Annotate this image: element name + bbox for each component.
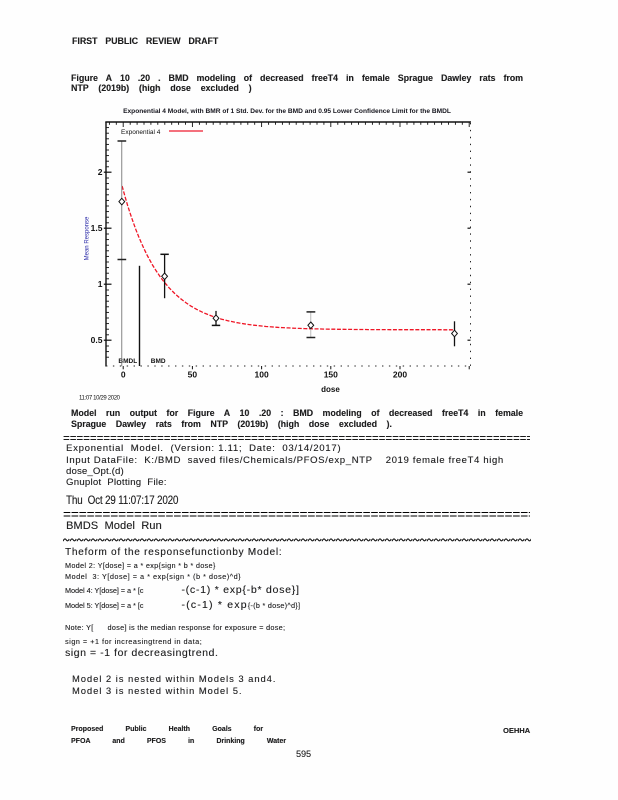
svg-text:Exponential 4 Model, with BMR: Exponential 4 Model, with BMR of 1 Std. …	[123, 108, 451, 115]
svg-text:dose: dose	[321, 385, 340, 394]
svg-text:200: 200	[393, 370, 407, 380]
svg-text:11:07 10/29 2020: 11:07 10/29 2020	[79, 396, 121, 402]
svg-text:2: 2	[98, 167, 103, 177]
svg-text:1: 1	[98, 279, 103, 289]
svg-text:Exponential 4: Exponential 4	[121, 129, 161, 136]
svg-text:150: 150	[324, 370, 338, 380]
svg-text:BMD: BMD	[151, 358, 166, 365]
svg-text:0.5: 0.5	[91, 335, 103, 345]
svg-text:BMDL: BMDL	[118, 358, 137, 365]
svg-text:100: 100	[255, 370, 269, 380]
svg-text:0: 0	[121, 370, 126, 380]
svg-text:1.5: 1.5	[91, 223, 103, 233]
svg-text:50: 50	[188, 370, 198, 380]
svg-text:Mean Response: Mean Response	[85, 216, 91, 260]
